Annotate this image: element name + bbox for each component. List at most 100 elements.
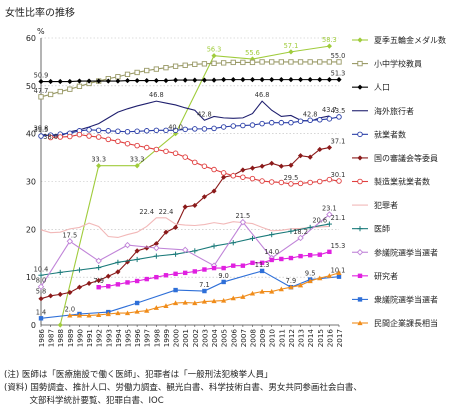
- data-point: [327, 249, 332, 255]
- y-axis-unit: %: [37, 27, 45, 36]
- data-point: [336, 270, 342, 275]
- series-1: [57, 43, 332, 328]
- legend-item: 参議院選挙当選者: [352, 247, 438, 257]
- data-point: [317, 117, 323, 123]
- data-point: [124, 140, 131, 147]
- data-point: [115, 269, 121, 275]
- data-point: [249, 122, 256, 128]
- data-label: 23.1: [322, 205, 337, 213]
- data-label: 22.4: [159, 208, 174, 216]
- data-label: 5.8: [36, 287, 47, 295]
- data-point: [47, 134, 54, 141]
- data-point: [259, 178, 265, 184]
- x-tick-label: 1991: [85, 329, 94, 347]
- data-label: 8.0: [36, 277, 47, 285]
- data-point: [356, 249, 364, 256]
- data-point: [124, 77, 131, 84]
- data-point: [86, 312, 92, 318]
- data-point: [144, 308, 150, 313]
- data-point: [317, 59, 323, 65]
- legend-item: 研究者: [352, 271, 398, 281]
- data-label: 55.0: [331, 52, 346, 60]
- data-point: [268, 179, 275, 185]
- data-point: [357, 37, 363, 43]
- data-label: 10.1: [331, 267, 346, 275]
- legend-item: 衆議院選挙当選者: [352, 294, 438, 304]
- legend-item: 就業者数: [352, 129, 406, 139]
- data-point: [230, 77, 236, 83]
- data-point: [124, 129, 131, 135]
- data-point: [67, 312, 73, 318]
- data-point: [317, 77, 323, 83]
- data-label: 46.8: [255, 91, 270, 99]
- data-point: [172, 127, 179, 134]
- data-point: [201, 163, 208, 169]
- legend-label: 就業者数: [374, 129, 406, 139]
- data-point: [38, 133, 44, 139]
- data-point: [163, 303, 169, 308]
- data-point: [279, 256, 284, 262]
- data-point: [278, 119, 285, 126]
- data-point: [211, 265, 217, 271]
- data-point: [240, 122, 246, 129]
- legend-label: 医師: [374, 224, 390, 234]
- data-point: [326, 144, 332, 151]
- data-point: [173, 287, 178, 293]
- x-tick-label: 2015: [316, 329, 325, 347]
- data-point: [134, 142, 140, 149]
- data-point: [297, 153, 304, 159]
- data-label: 58.3: [322, 36, 337, 44]
- data-label: 39.5: [34, 126, 49, 134]
- data-point: [249, 290, 256, 296]
- data-label: 40.0: [168, 124, 183, 132]
- data-point: [211, 77, 217, 83]
- data-point: [288, 284, 294, 290]
- data-point: [298, 253, 303, 259]
- data-point: [201, 77, 208, 83]
- data-point: [269, 231, 275, 238]
- data-point: [153, 253, 159, 259]
- data-point: [249, 77, 256, 83]
- data-point: [259, 268, 265, 274]
- data-point: [317, 275, 323, 281]
- x-tick-label: 2011: [277, 329, 286, 347]
- series-4: [40, 100, 330, 137]
- data-point: [172, 77, 179, 83]
- data-point: [172, 224, 179, 231]
- data-point: [86, 280, 92, 286]
- data-point: [230, 295, 236, 301]
- data-point: [297, 118, 304, 124]
- x-tick-label: 2010: [268, 329, 277, 348]
- data-point: [153, 127, 160, 134]
- legend-label: 衆議院選挙当選者: [374, 294, 438, 304]
- data-point: [38, 94, 44, 100]
- x-tick-label: 1987: [47, 329, 56, 347]
- data-point: [76, 131, 83, 138]
- data-point: [48, 293, 54, 299]
- data-point: [153, 241, 159, 247]
- data-point: [357, 320, 363, 326]
- data-point: [211, 125, 217, 132]
- x-tick-label: 1992: [95, 329, 104, 347]
- data-label: 43.5: [331, 107, 346, 115]
- data-label: 30.1: [331, 171, 346, 179]
- footnote-note: (注) 医師は「医療施設で働く医師」、犯罪者は「一般刑法犯検挙人員」: [4, 370, 273, 380]
- data-point: [172, 150, 179, 157]
- x-tick-label: 1994: [114, 329, 123, 348]
- data-point: [124, 310, 131, 316]
- data-point: [76, 267, 83, 273]
- data-point: [96, 312, 102, 318]
- x-tick-label: 2016: [325, 329, 334, 348]
- data-point: [211, 188, 217, 194]
- legend-layer: 夏季五輪金メダル数小中学校教員人口海外旅行者就業者数国の審議会等委員製造業就業者…: [352, 35, 446, 328]
- data-point: [163, 127, 169, 134]
- data-point: [57, 322, 63, 328]
- data-label: 21.5: [236, 212, 251, 220]
- data-point: [153, 77, 159, 84]
- data-point: [201, 194, 208, 200]
- data-point: [143, 144, 150, 151]
- legend-label: 人口: [374, 83, 390, 92]
- x-tick-label: 2002: [191, 329, 200, 347]
- data-label: 46.8: [149, 91, 164, 99]
